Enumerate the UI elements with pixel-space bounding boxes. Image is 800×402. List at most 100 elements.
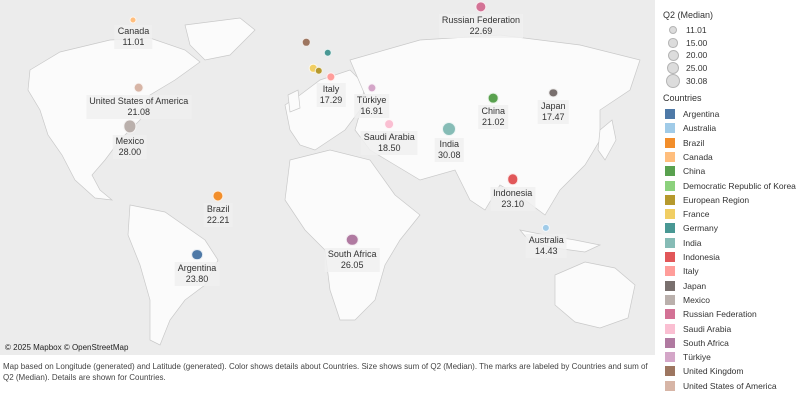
color-swatch: [665, 223, 675, 234]
mark-label-value: 21.02: [482, 117, 505, 128]
mark-label: Italy 17.29: [316, 83, 346, 108]
color-legend-item[interactable]: Germany: [660, 221, 800, 235]
mark-label-value: 18.50: [377, 142, 401, 153]
size-legend-value: 11.01: [686, 25, 707, 36]
mark-label: United States of America 21.08: [86, 95, 192, 119]
mark-united-kingdom[interactable]: [302, 38, 311, 47]
color-legend-item[interactable]: China: [660, 164, 800, 178]
color-legend-item[interactable]: Japan: [660, 279, 800, 293]
mark-label-country: China: [481, 106, 506, 117]
mark-t-rkiye[interactable]: [367, 83, 377, 93]
color-legend-item[interactable]: France: [660, 207, 800, 221]
mark-italy[interactable]: [326, 72, 336, 82]
mark-saudi-arabia[interactable]: [384, 119, 395, 129]
size-legend-item[interactable]: 11.01: [660, 24, 800, 37]
mark-european-region[interactable]: [314, 66, 323, 76]
color-legend-item[interactable]: Türkiye: [660, 350, 800, 364]
mark-russian-federation[interactable]: [475, 0, 487, 13]
mark-label: India 30.08: [434, 137, 464, 162]
color-legend-label: Canada: [683, 152, 713, 162]
mark-australia[interactable]: [542, 224, 551, 233]
mark-label-value: 11.01: [122, 37, 145, 48]
color-legend-label: India: [683, 237, 702, 248]
color-legend-title: Countries: [663, 92, 702, 103]
mark-label: South Africa 26.05: [324, 248, 380, 273]
mark-label-value: 17.47: [542, 111, 565, 122]
mark-south-africa[interactable]: [345, 233, 359, 247]
size-legend-circle: [666, 49, 680, 61]
color-swatch: [665, 266, 675, 277]
color-legend-item[interactable]: Indonesia: [660, 250, 800, 264]
size-legend-value: 20.00: [686, 50, 708, 61]
mark-label-value: 28.00: [118, 146, 142, 157]
legend-panel: Q2 (Median) 11.01 15.00 20.00 25.00 30.08 Co…: [660, 8, 800, 393]
mark-canada[interactable]: [129, 16, 137, 24]
color-legend-item[interactable]: United Kingdom: [660, 364, 800, 378]
color-legend-label: Russian Federation: [683, 309, 757, 320]
mark-india[interactable]: [442, 121, 457, 136]
color-legend-item[interactable]: Saudi Arabia: [660, 321, 800, 335]
color-legend-label: Argentina: [683, 109, 720, 120]
color-legend-item[interactable]: India: [660, 236, 800, 250]
mark-label-country: Russian Federation: [441, 15, 520, 26]
mark-label-country: Argentina: [177, 263, 217, 274]
color-legend-item[interactable]: Brazil: [660, 136, 800, 150]
mark-label: Russian Federation 22.69: [438, 14, 523, 39]
mark-germany[interactable]: [323, 48, 332, 57]
mark-label-value: 26.05: [340, 260, 364, 271]
size-legend-item[interactable]: 25.00: [660, 61, 800, 75]
size-legend-item[interactable]: 20.00: [660, 49, 800, 62]
mark-china[interactable]: [487, 92, 499, 104]
color-swatch: [665, 123, 675, 134]
mark-united-states-of-america[interactable]: [133, 82, 145, 93]
size-legend-title: Q2 (Median): [663, 10, 714, 20]
mark-brazil[interactable]: [212, 190, 224, 202]
color-legend-item[interactable]: European Region: [660, 193, 800, 207]
mark-mexico[interactable]: [123, 119, 137, 133]
color-swatch: [665, 309, 675, 320]
color-swatch: [665, 323, 675, 334]
mark-label-value: 22.69: [469, 26, 493, 37]
map-attribution[interactable]: © 2025 Mapbox © OpenStreetMap: [5, 343, 129, 352]
color-legend-item[interactable]: Russian Federation: [660, 307, 800, 321]
color-legend-label: Italy: [683, 266, 699, 277]
color-swatch: [665, 166, 675, 177]
size-legend-circle: [666, 38, 680, 48]
size-legend: 11.01 15.00 20.00 25.00 30.08: [660, 24, 800, 88]
color-legend-item[interactable]: South Africa: [660, 336, 800, 350]
color-legend-item[interactable]: Argentina: [660, 107, 800, 121]
map-caption: Map based on Longitude (generated) and L…: [3, 362, 648, 382]
size-legend-item[interactable]: 30.08: [660, 73, 800, 88]
mark-label: Türkiye 16.91: [353, 94, 390, 119]
color-swatch: [665, 252, 675, 263]
color-legend-item[interactable]: Australia: [660, 121, 800, 135]
mark-argentina[interactable]: [191, 248, 203, 261]
color-legend-item[interactable]: Italy: [660, 264, 800, 278]
mark-label-value: 22.21: [206, 215, 230, 226]
mark-indonesia[interactable]: [506, 173, 519, 185]
color-legend-label: Mexico: [683, 294, 710, 305]
color-swatch: [665, 209, 675, 220]
size-legend-value: 30.08: [686, 75, 708, 86]
mark-label-country: South Africa: [327, 249, 377, 260]
japan-landmass: [597, 119, 617, 161]
color-legend-item[interactable]: Democratic Republic of Korea: [660, 178, 800, 192]
mark-japan[interactable]: [548, 88, 558, 98]
mark-label-country: Mexico: [115, 135, 145, 146]
mark-label: Australia 14.43: [525, 234, 567, 259]
mark-label-country: Türkiye: [356, 95, 387, 106]
color-legend-label: China: [683, 166, 706, 177]
size-legend-item[interactable]: 15.00: [660, 37, 800, 50]
color-swatch: [665, 294, 675, 305]
australia-landmass: [554, 261, 636, 329]
mark-label-value: 21.08: [127, 107, 151, 117]
color-legend-item[interactable]: Canada: [660, 150, 800, 164]
mark-label-country: Brazil: [206, 204, 230, 215]
mark-label-country: United States of America: [89, 96, 189, 106]
north-america-landmass: [27, 37, 201, 201]
map-view[interactable]: Canada 11.01 United States of America 21.08…: [0, 0, 655, 355]
color-legend-item[interactable]: Mexico: [660, 293, 800, 307]
color-legend-label: Indonesia: [683, 252, 720, 263]
mark-label: Mexico 28.00: [112, 134, 148, 159]
color-legend-item[interactable]: United States of America: [660, 379, 800, 393]
